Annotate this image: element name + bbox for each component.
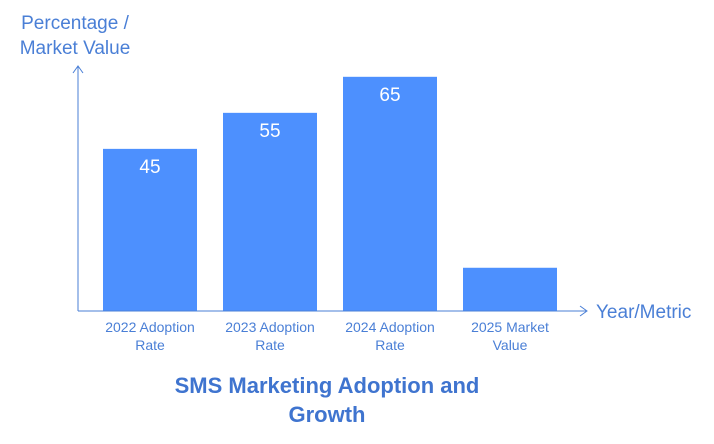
bar-2 xyxy=(343,76,437,311)
bar-3 xyxy=(463,267,557,311)
y-axis-arrow-icon xyxy=(72,65,84,74)
y-axis-label-line-2: Market Value xyxy=(20,38,131,59)
bar-value-label-2: 65 xyxy=(379,85,400,106)
x-tick-label-1-line-1: 2023 Adoption xyxy=(225,319,315,335)
x-tick-label-0-line-1: 2022 Adoption xyxy=(105,319,195,335)
axes-layer xyxy=(72,65,588,317)
x-tick-label-3-line-2: Value xyxy=(493,337,528,353)
x-tick-label-0-line-2: Rate xyxy=(135,337,165,353)
bar-value-label-0: 45 xyxy=(139,157,160,178)
chart-title-line-2: Growth xyxy=(289,402,366,427)
y-axis-label-line-1: Percentage / xyxy=(21,13,129,34)
x-axis-label: Year/Metric xyxy=(596,302,691,323)
x-axis-arrow-icon xyxy=(579,305,588,317)
bar-0 xyxy=(103,148,197,311)
labels-layer: Percentage / Market Value Year/Metric SM… xyxy=(20,13,692,427)
bar-value-label-1: 55 xyxy=(259,121,280,142)
bar-1 xyxy=(223,112,317,312)
x-tick-label-3-line-1: 2025 Market xyxy=(471,319,549,335)
bars-layer xyxy=(103,76,557,312)
chart-title-line-1: SMS Marketing Adoption and xyxy=(175,373,480,398)
x-tick-label-1-line-2: Rate xyxy=(255,337,285,353)
x-tick-label-2-line-1: 2024 Adoption xyxy=(345,319,435,335)
x-tick-label-2-line-2: Rate xyxy=(375,337,405,353)
